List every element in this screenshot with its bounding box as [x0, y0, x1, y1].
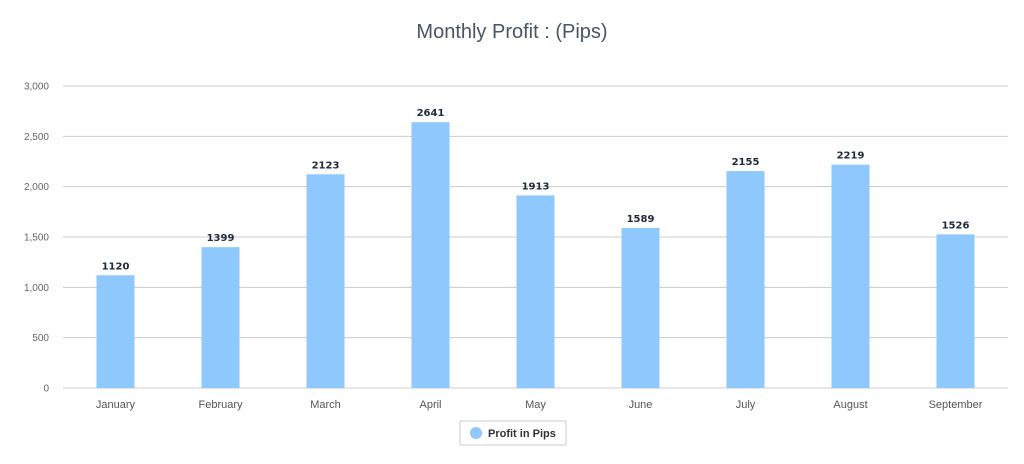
y-tick-label: 3,000 [24, 82, 49, 93]
bar[interactable] [516, 195, 555, 388]
y-tick-label: 500 [32, 333, 49, 344]
bar[interactable] [831, 164, 870, 388]
x-tick-label: July [736, 399, 756, 411]
data-label: 2155 [732, 157, 760, 168]
data-label: 1589 [627, 214, 655, 225]
x-tick-label: January [96, 399, 136, 411]
y-axis: 0 500 1,000 1,500 2,000 2,500 3,000 [24, 82, 49, 395]
bar[interactable] [726, 171, 765, 388]
x-axis: January February March April May June July Augu… [96, 399, 983, 411]
x-tick-label: April [419, 399, 441, 411]
y-tick-label: 2,500 [24, 132, 49, 143]
x-tick-label: March [310, 399, 341, 411]
y-tick-label: 0 [43, 384, 49, 395]
legend-label: Profit in Pips [488, 428, 556, 440]
bars: 1120 1399 2123 2641 1913 1589 2155 2219 1526 [96, 108, 975, 388]
bar[interactable] [96, 275, 135, 388]
x-tick-label: February [198, 399, 243, 411]
data-label: 1399 [207, 233, 235, 244]
legend[interactable]: Profit in Pips [459, 420, 567, 446]
y-tick-label: 1,000 [24, 283, 49, 294]
chart-title: Monthly Profit : (Pips) [416, 21, 607, 43]
data-label: 2219 [837, 151, 865, 162]
data-label: 1120 [102, 261, 130, 272]
bar[interactable] [201, 247, 240, 388]
y-tick-label: 2,000 [24, 182, 49, 193]
bar[interactable] [936, 234, 975, 388]
data-label: 1913 [522, 181, 550, 192]
x-tick-label: August [833, 399, 867, 411]
bar[interactable] [306, 174, 345, 388]
bar[interactable] [621, 228, 660, 388]
bar[interactable] [411, 122, 450, 388]
legend-swatch-icon [470, 427, 482, 439]
x-tick-label: September [929, 399, 983, 411]
data-label: 2123 [312, 160, 340, 171]
y-tick-label: 1,500 [24, 233, 49, 244]
x-tick-label: June [629, 399, 653, 411]
legend-box [459, 420, 567, 446]
x-tick-label: May [525, 399, 546, 411]
data-label: 1526 [942, 220, 970, 231]
data-label: 2641 [417, 108, 445, 119]
